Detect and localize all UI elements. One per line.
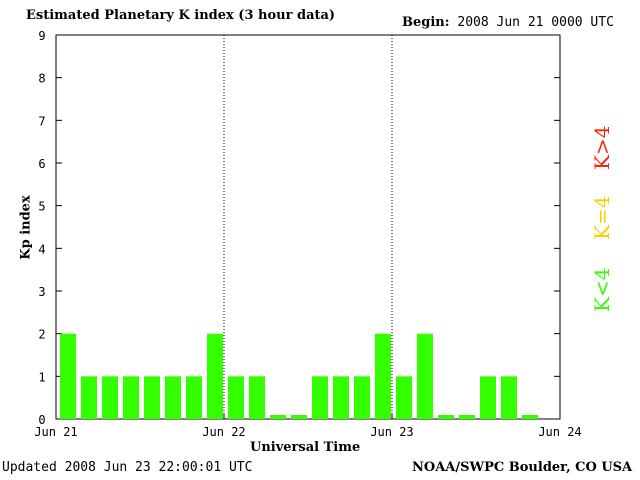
y-tick-label: 7 <box>38 114 45 128</box>
legend-low: K<4 <box>590 267 614 312</box>
source-credit: NOAA/SWPC Boulder, CO USA <box>412 460 633 475</box>
kp-bar <box>102 376 118 419</box>
kp-bar <box>81 376 97 419</box>
plot-frame <box>55 34 561 420</box>
begin-time: Begin: 2008 Jun 21 0000 UTC <box>402 15 614 30</box>
kp-bar <box>333 376 349 419</box>
x-tick-label: Jun 22 <box>202 425 245 439</box>
y-tick-label: 1 <box>38 370 45 384</box>
y-tick-label: 4 <box>38 242 45 256</box>
legend-high: K>4 <box>590 125 614 170</box>
kp-bar <box>480 376 496 419</box>
kp-bar <box>270 415 286 419</box>
y-tick-label: 6 <box>38 157 45 171</box>
kp-bar <box>375 333 391 419</box>
chart-title: Estimated Planetary K index (3 hour data… <box>26 8 336 23</box>
legend: K>4 K=4 K<4 <box>586 120 616 320</box>
y-tick-label: 5 <box>38 200 45 214</box>
kp-bar <box>186 376 202 419</box>
kp-bar <box>396 376 412 419</box>
kp-bar <box>249 376 265 419</box>
x-tick-label: Jun 24 <box>538 425 581 439</box>
y-tick-label: 0 <box>38 413 45 427</box>
updated-timestamp: Updated 2008 Jun 23 22:00:01 UTC <box>2 460 253 475</box>
x-tick-label: Jun 21 <box>34 425 77 439</box>
kp-bar <box>144 376 160 419</box>
y-axis-label: Kp index <box>18 195 34 260</box>
begin-label: Begin: <box>402 15 450 30</box>
y-tick-label: 9 <box>38 29 45 43</box>
y-tick-label: 2 <box>38 328 45 342</box>
kp-bar <box>228 376 244 419</box>
kp-bar <box>291 415 307 419</box>
kp-bar <box>501 376 517 419</box>
x-tick-label: Jun 23 <box>370 425 413 439</box>
kp-bar <box>123 376 139 419</box>
kp-bar <box>60 333 76 419</box>
legend-equal: K=4 <box>590 195 614 240</box>
y-tick-label: 8 <box>38 72 45 86</box>
kp-bar <box>165 376 181 419</box>
x-axis-label: Universal Time <box>250 440 361 455</box>
kp-bar <box>207 333 223 419</box>
kp-bar <box>459 415 475 419</box>
y-tick-label: 3 <box>38 285 45 299</box>
kp-bar <box>438 415 454 419</box>
kp-bar <box>354 376 370 419</box>
kp-bar <box>522 415 538 419</box>
kp-bar <box>312 376 328 419</box>
kp-bar <box>417 333 433 419</box>
begin-value: 2008 Jun 21 0000 UTC <box>457 15 614 30</box>
